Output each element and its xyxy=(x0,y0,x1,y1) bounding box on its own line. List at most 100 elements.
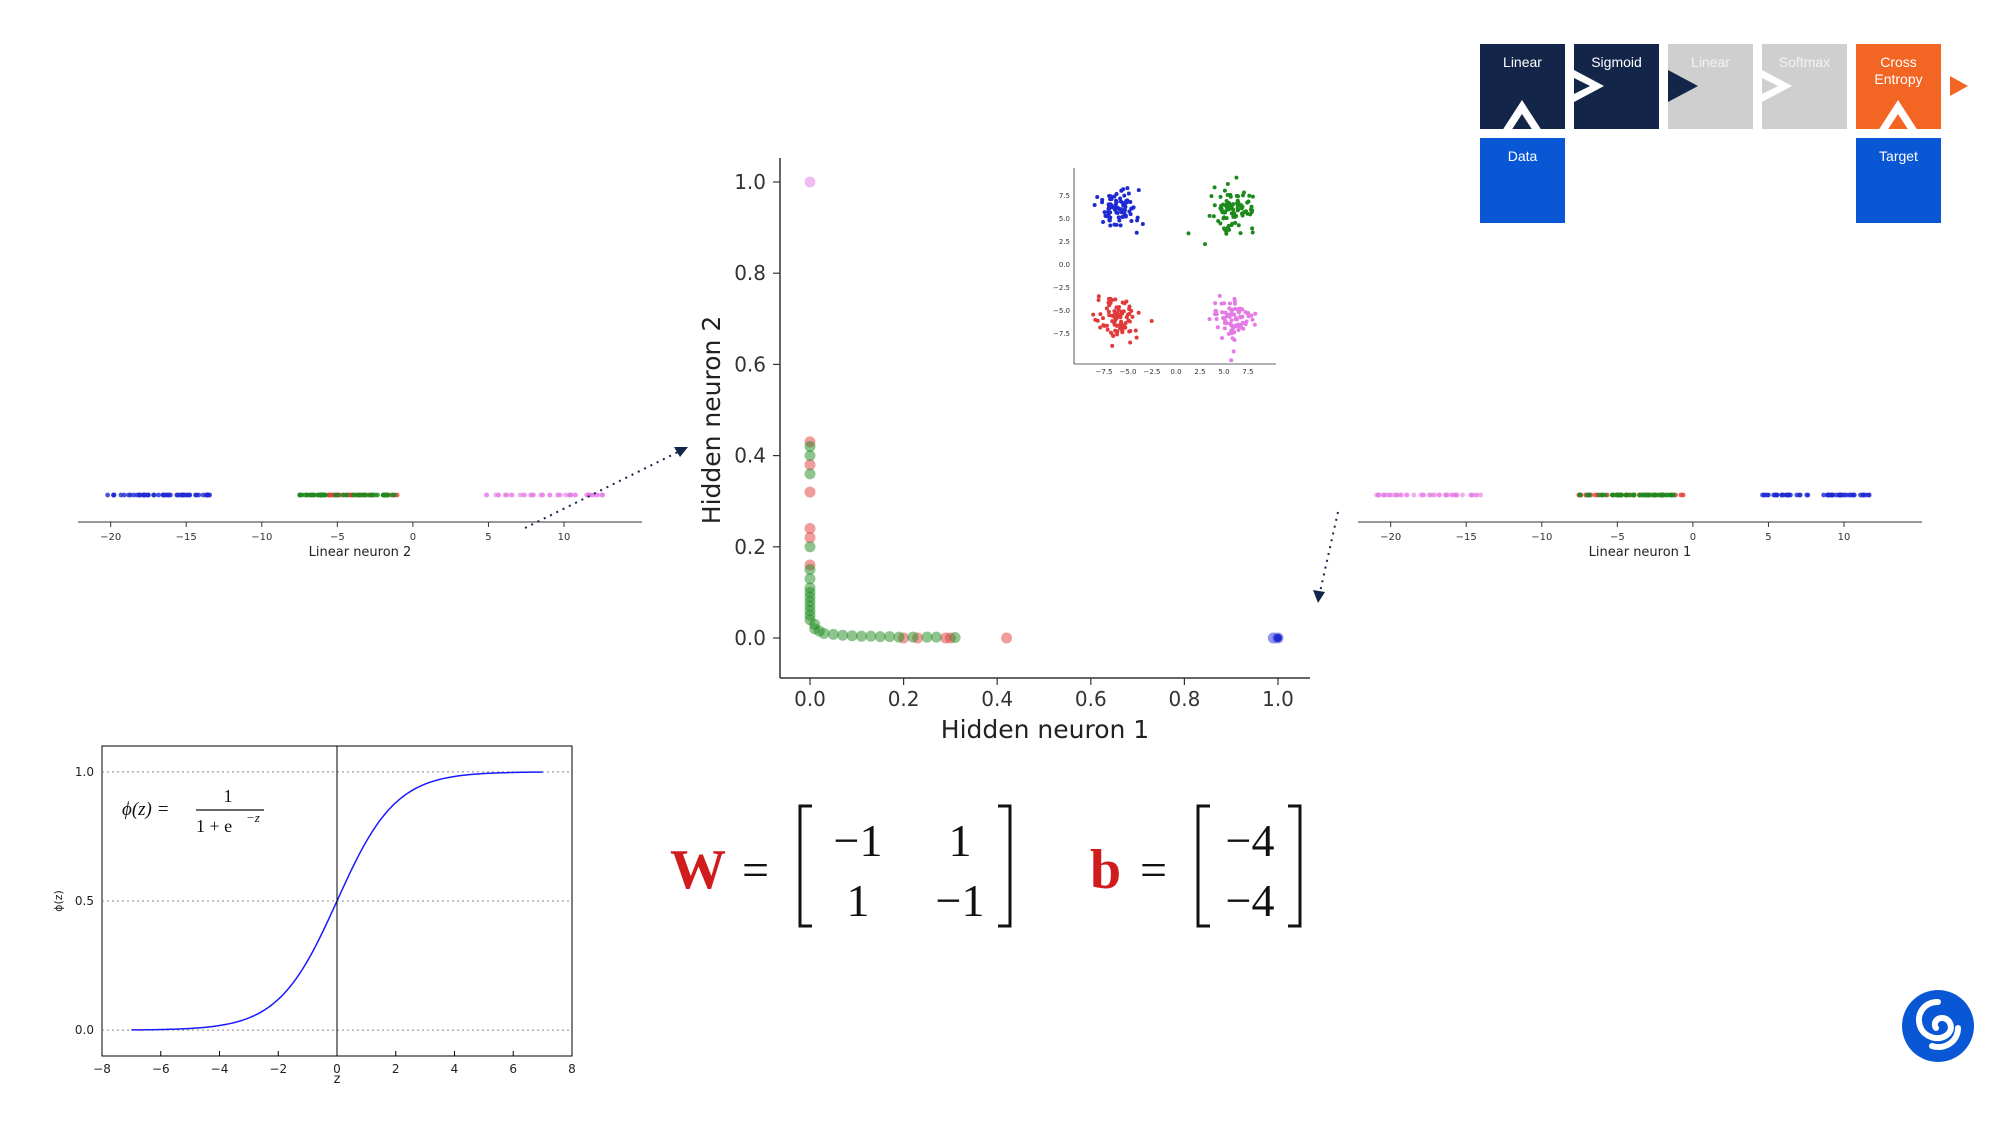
inset-point xyxy=(1250,226,1255,231)
y-tick-label: 1.0 xyxy=(734,170,766,194)
strip-point xyxy=(166,492,172,498)
x-tick-label: −2 xyxy=(269,1062,287,1076)
inset-x-tick-label: 0.0 xyxy=(1170,368,1181,376)
inset-point xyxy=(1098,312,1103,317)
inset-point xyxy=(1248,212,1253,217)
inset-point xyxy=(1226,331,1231,336)
inset-point xyxy=(1128,199,1133,204)
inset-point xyxy=(1214,316,1219,321)
inset-point xyxy=(1225,207,1230,212)
strip-point xyxy=(332,492,338,498)
strip-point xyxy=(1473,492,1478,498)
strip-point xyxy=(302,492,307,498)
inset-point xyxy=(1250,194,1255,199)
formula-lhs: ϕ(z) = xyxy=(122,799,169,820)
inset-point xyxy=(1240,213,1245,218)
strip-point xyxy=(308,492,314,498)
strip-tick-label: 5 xyxy=(485,532,491,543)
strip-point xyxy=(105,492,111,498)
strip-tick-label: −10 xyxy=(251,532,272,543)
inset-point xyxy=(1229,358,1234,363)
inset-point xyxy=(1127,304,1132,309)
strip-tick-label: 5 xyxy=(1765,532,1771,543)
strip-point xyxy=(1637,492,1643,498)
inset-point xyxy=(1229,204,1234,209)
strip-point xyxy=(1642,492,1648,498)
inset-point xyxy=(1101,316,1106,321)
inset-point xyxy=(1119,319,1124,324)
strip-point xyxy=(343,492,349,498)
strip-point xyxy=(1680,492,1686,498)
scatter-point xyxy=(804,573,816,585)
scatter-point xyxy=(949,632,961,644)
inset-point xyxy=(1100,197,1105,202)
strip-point xyxy=(121,492,127,498)
scatter-point xyxy=(804,523,816,535)
strip-point xyxy=(1848,492,1854,498)
strip-point xyxy=(1403,492,1409,498)
strip-tick-label: −20 xyxy=(100,532,121,543)
dotted-arrow-left xyxy=(524,451,679,529)
strip-point xyxy=(573,492,579,498)
pipeline-diagram: Linear Sigmoid Linear Softmax Cross Entr… xyxy=(1480,44,1980,234)
inset-point xyxy=(1116,206,1121,211)
inset-point xyxy=(1101,219,1106,224)
inset-point xyxy=(1225,182,1230,187)
inset-point xyxy=(1253,311,1258,316)
x-tick-label: −4 xyxy=(211,1062,229,1076)
inset-point xyxy=(1122,210,1127,215)
b-vector-cell: −4 xyxy=(1226,875,1275,926)
strip-point xyxy=(151,492,156,498)
chevron-right-icon xyxy=(1574,70,1604,102)
inset-point xyxy=(1126,318,1131,323)
inset-point xyxy=(1107,303,1112,308)
strip-point xyxy=(184,492,190,498)
arrow-up-icon xyxy=(1876,100,1920,134)
strip-point xyxy=(1618,492,1624,498)
strip-point xyxy=(567,492,573,498)
strip-point xyxy=(496,492,502,498)
inset-y-tick-label: 2.5 xyxy=(1059,238,1070,246)
inset-point xyxy=(1238,314,1243,319)
strip-point xyxy=(1437,492,1442,498)
scatter-point xyxy=(893,631,905,643)
x-tick-label: 0 xyxy=(333,1062,341,1076)
inset-point xyxy=(1238,306,1243,311)
inset-point xyxy=(1232,301,1237,306)
equation-canvas: W = −1 1 1 −1 b = −4 −4 xyxy=(670,804,1302,928)
strip-point xyxy=(1630,492,1636,498)
strip-tick-label: −5 xyxy=(1610,532,1625,543)
scatter-point xyxy=(827,628,839,640)
inset-point xyxy=(1091,312,1096,317)
strip-point xyxy=(1421,492,1427,498)
inset-point xyxy=(1107,313,1112,318)
strip-point xyxy=(1797,492,1802,498)
inset-point xyxy=(1136,310,1141,315)
inset-y-tick-label: 0.0 xyxy=(1059,261,1070,269)
strip-point xyxy=(547,492,553,498)
strip-point xyxy=(508,492,514,498)
strip-point xyxy=(600,492,605,498)
inset-point xyxy=(1219,336,1224,341)
pipeline-input-data: Data xyxy=(1480,138,1565,223)
inset-point xyxy=(1130,206,1135,211)
pipeline-arrows xyxy=(1500,70,1968,134)
inset-point xyxy=(1245,200,1250,205)
strip-point xyxy=(350,492,356,498)
inset-point xyxy=(1209,194,1214,199)
strip-point xyxy=(1387,492,1393,498)
strip-point xyxy=(502,492,508,498)
inset-point xyxy=(1093,317,1098,322)
inset-point xyxy=(1236,328,1241,333)
inset-point xyxy=(1108,194,1113,199)
x-tick-label: −6 xyxy=(152,1062,170,1076)
strip-point xyxy=(1660,492,1666,498)
strip-tick-label: −15 xyxy=(1456,532,1477,543)
inset-x-tick-label: −2.5 xyxy=(1144,368,1161,376)
strip-point xyxy=(1668,492,1673,498)
scatter-point xyxy=(855,630,867,642)
w-matrix-cell: −1 xyxy=(936,875,985,926)
y-tick-label: 0.4 xyxy=(734,444,766,468)
inset-point xyxy=(1127,329,1132,334)
sigmoid-ylabel: ϕ(z) xyxy=(52,890,65,912)
